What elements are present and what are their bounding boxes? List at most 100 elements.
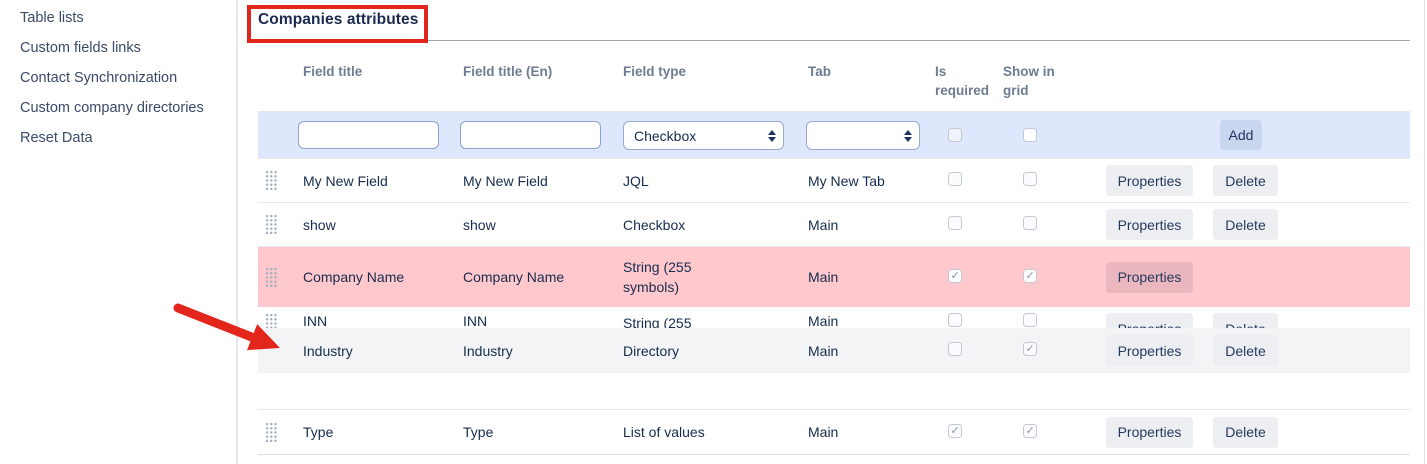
show-in-grid-checkbox[interactable]: [1023, 216, 1037, 230]
table-row-show: show show Checkbox Main Properties Delete: [258, 203, 1410, 247]
main-panel: Companies attributes Field title Field t…: [247, 0, 1410, 455]
delete-button[interactable]: Delete: [1213, 416, 1278, 448]
cell-field-title-en: Industry: [463, 343, 623, 359]
properties-button[interactable]: Properties: [1106, 209, 1193, 240]
cell-tab: Main: [808, 217, 935, 233]
sidebar-item-custom-company-directories[interactable]: Custom company directories: [20, 100, 204, 116]
select-stepper-icon: [904, 129, 912, 142]
cell-field-title-en: Company Name: [463, 269, 623, 285]
cell-field-title: Industry: [303, 343, 463, 359]
cell-tab-text: Main: [808, 269, 839, 285]
cell-actions: Properties Delete: [1098, 209, 1410, 240]
field-title-en-filter-input[interactable]: [460, 121, 601, 149]
cell-field-title-text: Industry: [303, 342, 353, 359]
cell-field-title-en: show: [463, 217, 623, 233]
cell-field-type-text: List of values: [623, 424, 705, 440]
show-in-grid-checkbox[interactable]: [1023, 313, 1037, 327]
cell-tab: Main: [808, 343, 935, 359]
field-type-select[interactable]: Checkbox: [623, 121, 784, 150]
cell-is-required: [935, 268, 1003, 286]
drag-handle-icon[interactable]: [265, 214, 277, 235]
window-edge-line: [1424, 0, 1425, 464]
cell-show-in-grid: [1003, 342, 1098, 359]
tab-select[interactable]: [806, 121, 920, 150]
is-required-checkbox[interactable]: [948, 268, 962, 283]
cell-field-title-text: Company Name: [303, 269, 405, 285]
delete-button[interactable]: Delete: [1213, 335, 1278, 366]
table-row-industry: Industry Industry Directory Main Properties D…: [258, 328, 1410, 373]
cell-tab: Main: [808, 269, 935, 285]
show-in-grid-checkbox[interactable]: [1023, 268, 1037, 283]
column-header-is-required: Is required: [935, 64, 990, 98]
cell-is-required: [935, 313, 1003, 330]
cell-tab-text: My New Tab: [808, 172, 885, 189]
cell-tab-text: Main: [808, 342, 839, 359]
drag-handle-icon[interactable]: [265, 266, 277, 288]
cell-tab: Main: [808, 424, 935, 440]
cell-actions: Properties Delete: [1098, 416, 1410, 448]
cell-field-type: String (255 symbols): [623, 257, 808, 297]
cell-is-required: [935, 423, 1003, 441]
properties-button[interactable]: Properties: [1106, 165, 1193, 196]
cell-field-title: show: [303, 217, 463, 233]
is-required-checkbox[interactable]: [948, 342, 962, 356]
cell-show-in-grid: [1003, 423, 1098, 441]
drag-handle-cell: [258, 170, 303, 191]
cell-field-title-en: INN: [463, 313, 623, 329]
cell-field-title-en-text: Type: [463, 424, 494, 440]
cell-field-type: JQL: [623, 171, 808, 191]
table-body: My New Field My New Field JQL My New Tab Pro…: [258, 159, 1410, 455]
cell-field-title-en-text: Industry: [463, 342, 513, 359]
column-header-tab: Tab: [808, 64, 831, 79]
is-required-filter-checkbox[interactable]: [948, 128, 962, 142]
table-row-my-new-field: My New Field My New Field JQL My New Tab Pro…: [258, 159, 1410, 203]
drag-handle-cell: [258, 214, 303, 235]
cell-field-type: List of values: [623, 422, 808, 442]
cell-tab-text: Main: [808, 313, 839, 329]
is-required-checkbox[interactable]: [948, 313, 962, 327]
select-stepper-icon: [768, 129, 776, 142]
cell-field-type-text: JQL: [623, 172, 649, 189]
sidebar-item-table-lists[interactable]: Table lists: [20, 10, 84, 26]
cell-field-type: Checkbox: [623, 215, 808, 235]
cell-is-required: [935, 342, 1003, 359]
delete-button[interactable]: Delete: [1213, 165, 1278, 196]
properties-button[interactable]: Properties: [1106, 416, 1193, 448]
cell-field-title-en-text: INN: [463, 313, 488, 329]
drag-handle-icon[interactable]: [265, 170, 277, 191]
sidebar-item-contact-synchronization[interactable]: Contact Synchronization: [20, 70, 178, 86]
cell-field-type-text: Checkbox: [623, 216, 686, 233]
show-in-grid-checkbox[interactable]: [1023, 423, 1037, 438]
show-in-grid-checkbox[interactable]: [1023, 172, 1037, 186]
sidebar-item-reset-data[interactable]: Reset Data: [20, 130, 93, 146]
properties-button[interactable]: Properties: [1106, 261, 1193, 293]
column-header-show-in-grid: Show in grid: [1003, 64, 1055, 98]
is-required-checkbox[interactable]: [948, 216, 962, 230]
add-button[interactable]: Add: [1220, 120, 1262, 150]
field-title-filter-input[interactable]: [298, 121, 439, 149]
column-header-field-type: Field type: [623, 64, 687, 79]
cell-field-title-en: My New Field: [463, 173, 623, 189]
show-in-grid-checkbox[interactable]: [1023, 342, 1037, 356]
is-required-checkbox[interactable]: [948, 172, 962, 186]
cell-field-title-text: My New Field: [303, 172, 388, 189]
drag-handle-icon[interactable]: [265, 421, 277, 443]
cell-tab: Main: [808, 313, 935, 329]
properties-button[interactable]: Properties: [1106, 335, 1193, 366]
sidebar-item-custom-fields-links[interactable]: Custom fields links: [20, 40, 141, 56]
drag-handle-cell: [258, 266, 303, 288]
show-in-grid-filter-checkbox[interactable]: [1023, 128, 1037, 142]
table-row-type: Type Type List of values Main Properties Dele…: [258, 409, 1410, 455]
cell-field-title-text: INN: [303, 313, 328, 329]
field-type-select-value: Checkbox: [634, 127, 697, 144]
cell-field-type: Directory: [623, 341, 808, 361]
cell-show-in-grid: [1003, 268, 1098, 286]
cell-field-title: My New Field: [303, 173, 463, 189]
delete-button[interactable]: Delete: [1213, 209, 1278, 240]
page-title: Companies attributes: [258, 11, 419, 28]
column-header-field-title: Field title: [303, 64, 363, 79]
is-required-checkbox[interactable]: [948, 423, 962, 438]
column-header-field-title-en: Field title (En): [463, 64, 553, 79]
filter-add-row: Checkbox Add: [258, 112, 1410, 159]
cell-tab-text: Main: [808, 424, 839, 440]
